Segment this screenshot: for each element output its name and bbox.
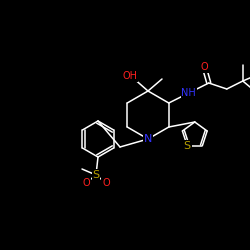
Text: S: S (92, 170, 100, 180)
Text: N: N (144, 134, 152, 144)
Text: O: O (102, 178, 110, 188)
Text: O: O (82, 178, 90, 188)
Text: NH: NH (182, 88, 196, 98)
Text: S: S (184, 140, 191, 150)
Text: OH: OH (122, 71, 138, 81)
Text: O: O (201, 62, 208, 72)
